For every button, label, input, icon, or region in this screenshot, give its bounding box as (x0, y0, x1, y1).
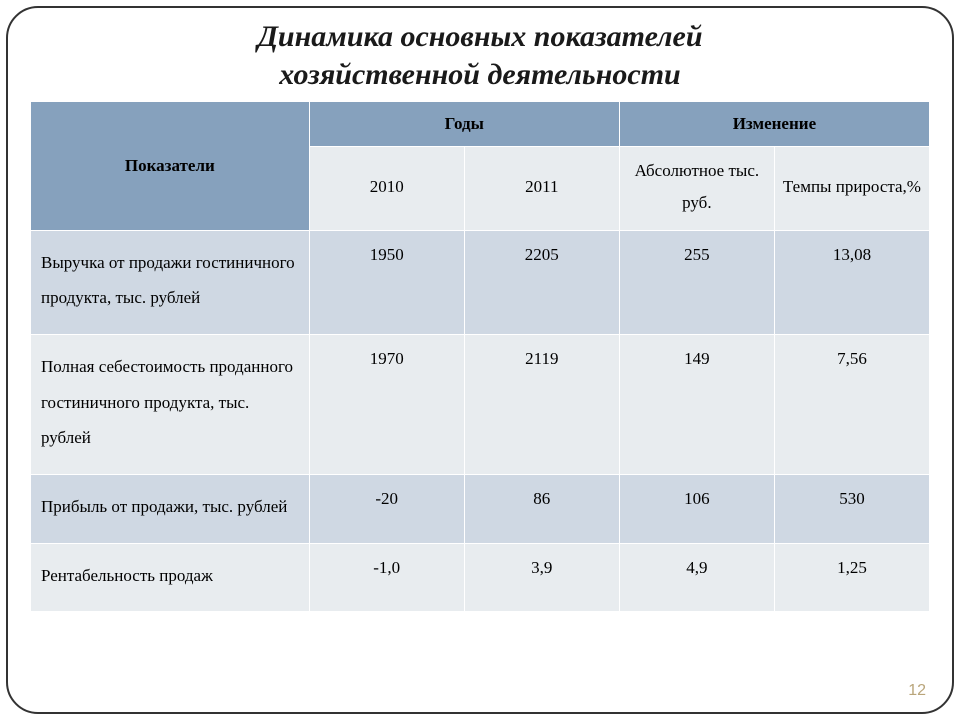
cell-rate: 13,08 (774, 230, 929, 334)
subheader-2010: 2010 (309, 147, 464, 231)
cell-2011: 2205 (464, 230, 619, 334)
cell-abs: 106 (619, 475, 774, 544)
subheader-absolute: Абсолютное тыс. руб. (619, 147, 774, 231)
cell-abs: 4,9 (619, 543, 774, 612)
header-row-1: Показатели Годы Изменение (31, 102, 930, 147)
cell-rate: 530 (774, 475, 929, 544)
subheader-rate: Темпы прироста,% (774, 147, 929, 231)
row-label: Прибыль от продажи, тыс. рублей (31, 475, 310, 544)
cell-abs: 255 (619, 230, 774, 334)
slide-frame: Динамика основных показателей хозяйствен… (6, 6, 954, 714)
page-number: 12 (908, 682, 926, 700)
cell-2011: 2119 (464, 334, 619, 474)
row-label: Рентабельность продаж (31, 543, 310, 612)
cell-2010: -20 (309, 475, 464, 544)
table-row: Рентабельность продаж -1,0 3,9 4,9 1,25 (31, 543, 930, 612)
table-row: Прибыль от продажи, тыс. рублей -20 86 1… (31, 475, 930, 544)
title-line-1: Динамика основных показателей (257, 20, 702, 53)
col-header-indicators: Показатели (31, 102, 310, 231)
cell-rate: 7,56 (774, 334, 929, 474)
cell-abs: 149 (619, 334, 774, 474)
cell-2010: 1970 (309, 334, 464, 474)
slide-title: Динамика основных показателей хозяйствен… (30, 18, 930, 93)
cell-2011: 86 (464, 475, 619, 544)
subheader-2011: 2011 (464, 147, 619, 231)
col-header-change: Изменение (619, 102, 929, 147)
cell-2010: -1,0 (309, 543, 464, 612)
col-header-years: Годы (309, 102, 619, 147)
title-line-2: хозяйственной деятельности (279, 58, 680, 91)
cell-2011: 3,9 (464, 543, 619, 612)
row-label: Полная себестоимость проданного гостинич… (31, 334, 310, 474)
cell-rate: 1,25 (774, 543, 929, 612)
cell-2010: 1950 (309, 230, 464, 334)
indicators-table: Показатели Годы Изменение 2010 2011 Абсо… (30, 101, 930, 612)
row-label: Выручка от продажи гостиничного продукта… (31, 230, 310, 334)
table-row: Выручка от продажи гостиничного продукта… (31, 230, 930, 334)
table-row: Полная себестоимость проданного гостинич… (31, 334, 930, 474)
